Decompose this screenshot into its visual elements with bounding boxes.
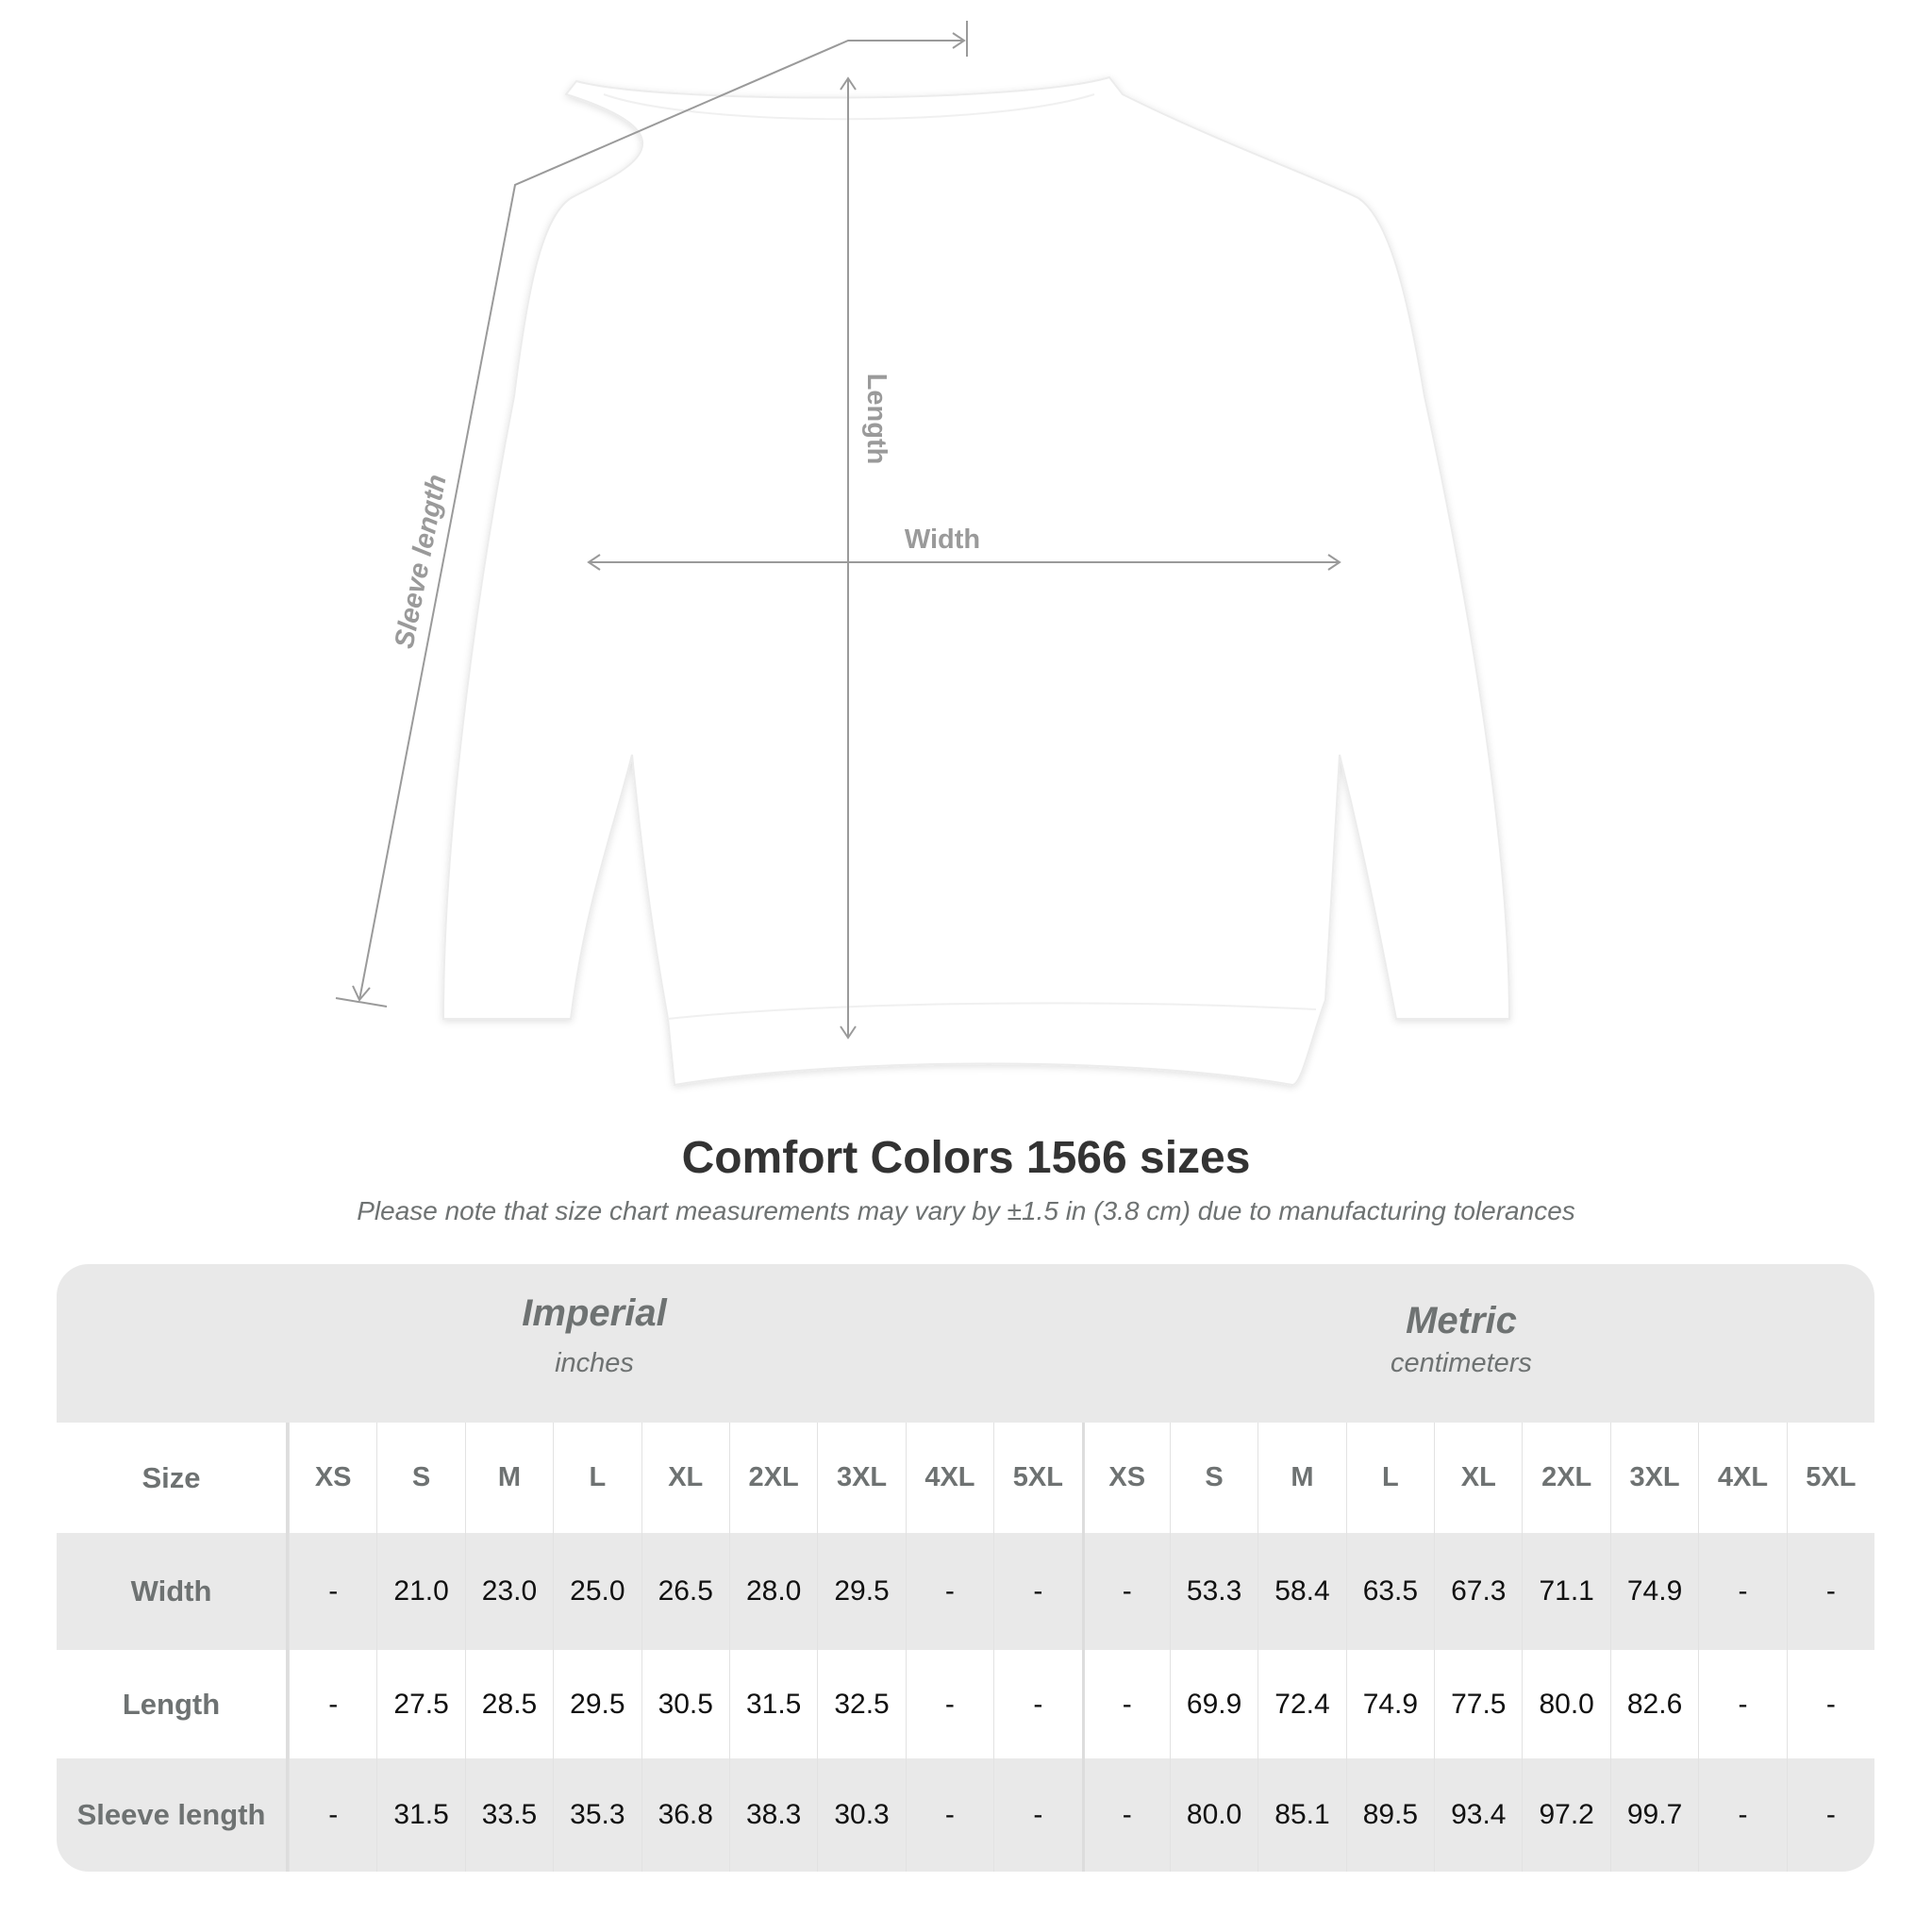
imperial-group-header: Imperial inches: [406, 1292, 783, 1379]
row-label: Sleeve length: [57, 1758, 289, 1872]
imperial-value-cell: 32.5: [817, 1650, 905, 1758]
metric-value-cell: 63.5: [1345, 1533, 1434, 1650]
imperial-value-cell: -: [993, 1533, 1081, 1650]
imperial-value-cell: 38.3: [728, 1758, 817, 1872]
table-row: Sleeve length -31.5 33.5 35.3 36.8 38.3 30.3- -…: [57, 1758, 1874, 1872]
sweatshirt-illustration: [441, 75, 1511, 1087]
metric-value-cell: 80.0: [1169, 1758, 1257, 1872]
tolerance-note: Please note that size chart measurements…: [357, 1196, 1575, 1225]
imperial-value-cell: -: [289, 1650, 376, 1758]
size-header-row: Size XS S M L XL 2XL 3XL 4XL 5XL XS S M L XL 2XL 3XL 4XL 5…: [57, 1423, 1874, 1533]
imperial-value-cell: 33.5: [464, 1758, 553, 1872]
metric-size-header: XS: [1081, 1423, 1170, 1533]
metric-value-cell: 72.4: [1257, 1650, 1345, 1758]
metric-value-cell: 89.5: [1345, 1758, 1434, 1872]
imperial-value-cell: 27.5: [376, 1650, 464, 1758]
metric-value-cell: 80.0: [1522, 1650, 1609, 1758]
metric-value-cell: 85.1: [1257, 1758, 1345, 1872]
page-title: Comfort Colors 1566 sizes: [681, 1133, 1251, 1183]
metric-value-cell: -: [1786, 1758, 1874, 1872]
sleeve-length-line: [358, 40, 964, 1001]
metric-size-header: L: [1345, 1423, 1434, 1533]
imperial-value-cell: -: [905, 1650, 993, 1758]
sweatshirt-diagram: Width Length Sleeve length: [335, 21, 1511, 1087]
imperial-value-cell: -: [289, 1758, 376, 1872]
imperial-label: Imperial: [522, 1292, 667, 1334]
imperial-value-cell: -: [905, 1533, 993, 1650]
imperial-unit: inches: [555, 1348, 634, 1378]
imperial-value-cell: 21.0: [376, 1533, 464, 1650]
metric-value-cell: 99.7: [1609, 1758, 1698, 1872]
metric-size-header: 3XL: [1609, 1423, 1698, 1533]
imperial-size-header: 4XL: [905, 1423, 993, 1533]
metric-size-header: 4XL: [1698, 1423, 1786, 1533]
metric-size-header: 5XL: [1786, 1423, 1874, 1533]
metric-value-cell: 53.3: [1169, 1533, 1257, 1650]
metric-value-cell: 77.5: [1434, 1650, 1522, 1758]
imperial-size-header: L: [553, 1423, 641, 1533]
imperial-value-cell: 30.5: [641, 1650, 729, 1758]
metric-value-cell: -: [1698, 1758, 1786, 1872]
imperial-value-cell: -: [905, 1758, 993, 1872]
metric-value-cell: 74.9: [1345, 1650, 1434, 1758]
metric-value-cell: 74.9: [1609, 1533, 1698, 1650]
size-column-header: Size: [57, 1423, 289, 1533]
metric-value-cell: 82.6: [1609, 1650, 1698, 1758]
width-label: Width: [905, 525, 980, 555]
group-header-band: [57, 1264, 1874, 1423]
metric-label: Metric: [1406, 1300, 1517, 1341]
metric-value-cell: 67.3: [1434, 1533, 1522, 1650]
table-row: Width -21.0 23.0 25.0 26.5 28.0 29.5- - -53.3 58.…: [57, 1533, 1874, 1650]
metric-value-cell: -: [1081, 1650, 1170, 1758]
metric-size-header: 2XL: [1522, 1423, 1609, 1533]
metric-value-cell: -: [1786, 1650, 1874, 1758]
imperial-value-cell: -: [993, 1650, 1081, 1758]
imperial-size-header: 3XL: [817, 1423, 905, 1533]
row-label: Length: [57, 1650, 289, 1758]
metric-value-cell: -: [1786, 1533, 1874, 1650]
metric-value-cell: 58.4: [1257, 1533, 1345, 1650]
imperial-value-cell: 28.0: [728, 1533, 817, 1650]
imperial-value-cell: -: [993, 1758, 1081, 1872]
metric-group-header: Metric centimeters: [1273, 1300, 1650, 1379]
imperial-value-cell: 29.5: [817, 1533, 905, 1650]
metric-value-cell: 93.4: [1434, 1758, 1522, 1872]
imperial-value-cell: 26.5: [641, 1533, 729, 1650]
imperial-value-cell: 30.3: [817, 1758, 905, 1872]
imperial-size-header: S: [376, 1423, 464, 1533]
imperial-value-cell: 31.5: [728, 1650, 817, 1758]
metric-value-cell: -: [1698, 1533, 1786, 1650]
imperial-size-header: M: [464, 1423, 553, 1533]
metric-size-header: XL: [1434, 1423, 1522, 1533]
metric-value-cell: -: [1081, 1533, 1170, 1650]
metric-unit: centimeters: [1391, 1348, 1532, 1378]
imperial-size-header: 5XL: [993, 1423, 1081, 1533]
metric-size-header: S: [1169, 1423, 1257, 1533]
imperial-size-header: 2XL: [728, 1423, 817, 1533]
metric-value-cell: 97.2: [1522, 1758, 1609, 1872]
imperial-value-cell: 31.5: [376, 1758, 464, 1872]
length-label: Length: [861, 374, 891, 465]
imperial-value-cell: 29.5: [553, 1650, 641, 1758]
metric-value-cell: 69.9: [1169, 1650, 1257, 1758]
table-row: Length -27.5 28.5 29.5 30.5 31.5 32.5- - -69.9 72…: [57, 1650, 1874, 1758]
imperial-size-header: XL: [641, 1423, 729, 1533]
imperial-value-cell: 36.8: [641, 1758, 729, 1872]
row-label: Width: [57, 1533, 289, 1650]
imperial-value-cell: -: [289, 1533, 376, 1650]
imperial-value-cell: 23.0: [464, 1533, 553, 1650]
size-table: Imperial inches Metric centimeters Size X…: [57, 1264, 1874, 1872]
imperial-value-cell: 28.5: [464, 1650, 553, 1758]
imperial-value-cell: 25.0: [553, 1533, 641, 1650]
imperial-size-header: XS: [289, 1423, 376, 1533]
metric-value-cell: -: [1698, 1650, 1786, 1758]
metric-size-header: M: [1257, 1423, 1345, 1533]
metric-value-cell: -: [1081, 1758, 1170, 1872]
metric-value-cell: 71.1: [1522, 1533, 1609, 1650]
imperial-value-cell: 35.3: [553, 1758, 641, 1872]
